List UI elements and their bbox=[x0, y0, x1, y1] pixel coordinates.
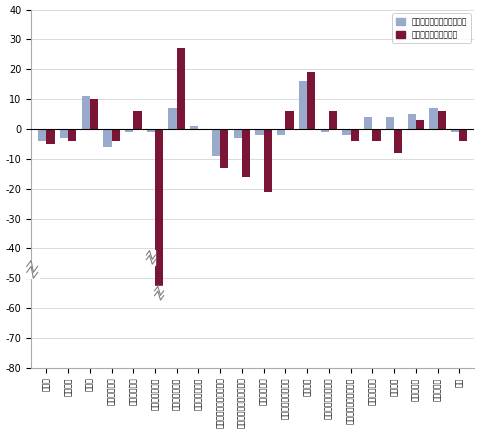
Bar bbox=[168, 108, 177, 129]
Bar bbox=[60, 129, 68, 138]
Bar bbox=[350, 129, 359, 141]
Bar bbox=[177, 48, 185, 129]
Bar bbox=[342, 129, 350, 135]
Bar bbox=[372, 129, 381, 141]
Bar bbox=[364, 117, 372, 129]
Bar bbox=[155, 129, 163, 293]
Bar bbox=[82, 96, 90, 129]
Bar bbox=[220, 129, 228, 168]
Bar bbox=[299, 81, 307, 129]
Bar bbox=[277, 129, 286, 135]
Bar bbox=[133, 111, 142, 129]
Legend: 前月比（季節調整済指数）, 前年同月比（原指数）: 前月比（季節調整済指数）, 前年同月比（原指数） bbox=[392, 13, 470, 43]
Bar bbox=[190, 126, 198, 129]
Bar bbox=[242, 129, 250, 177]
Bar bbox=[255, 129, 264, 135]
Bar bbox=[286, 111, 294, 129]
Bar bbox=[307, 72, 315, 129]
Bar bbox=[147, 129, 155, 132]
Bar bbox=[103, 129, 111, 147]
Bar bbox=[264, 129, 272, 192]
Bar bbox=[451, 129, 459, 132]
Bar bbox=[90, 99, 98, 129]
Bar bbox=[111, 129, 120, 141]
Bar bbox=[38, 129, 47, 141]
Bar bbox=[394, 129, 402, 153]
Bar bbox=[146, 250, 156, 265]
Bar bbox=[234, 129, 242, 138]
Bar bbox=[321, 129, 329, 132]
Bar bbox=[329, 111, 337, 129]
Bar bbox=[437, 111, 446, 129]
Bar bbox=[459, 129, 468, 141]
Bar bbox=[68, 129, 76, 141]
Bar bbox=[26, 260, 39, 278]
Bar bbox=[125, 129, 133, 132]
Bar bbox=[429, 108, 437, 129]
Bar bbox=[155, 286, 164, 301]
Bar bbox=[386, 117, 394, 129]
Bar bbox=[212, 129, 220, 156]
Bar bbox=[47, 129, 55, 144]
Bar bbox=[408, 114, 416, 129]
Bar bbox=[416, 120, 424, 129]
